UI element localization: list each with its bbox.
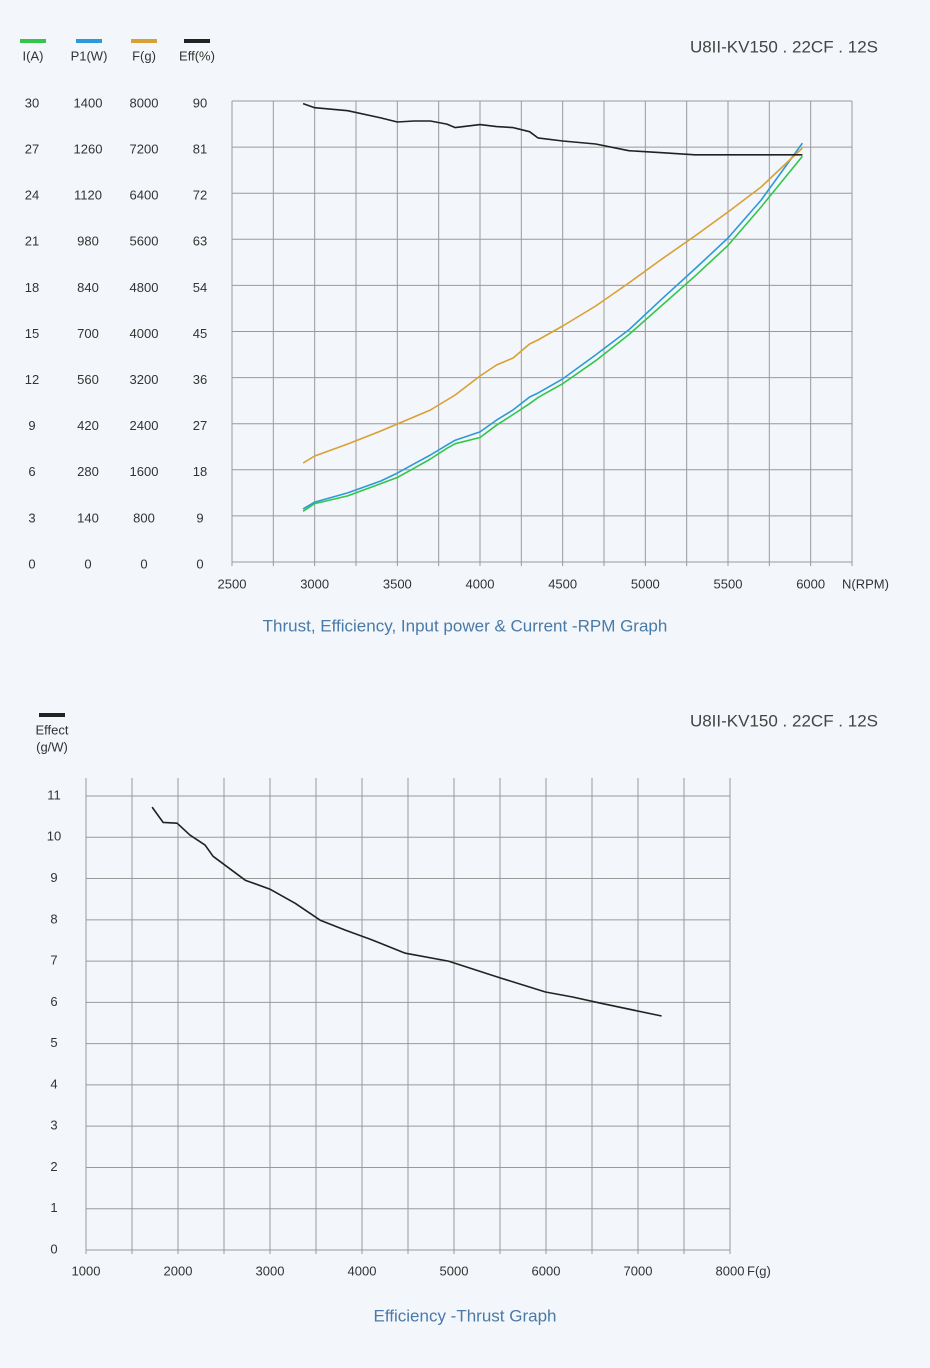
y-tick-label: 21 [25, 234, 39, 249]
y-tick-label: 0 [84, 556, 91, 571]
y-tick-label: 18 [193, 464, 207, 479]
y-tick-label: 560 [77, 372, 99, 387]
y-tick-label: 2 [50, 1159, 57, 1174]
y-tick-label: 840 [77, 280, 99, 295]
legend-label: F(g) [132, 48, 156, 63]
x-tick-label: 5500 [714, 576, 743, 591]
chart-caption: Efficiency -Thrust Graph [374, 1306, 557, 1325]
x-tick-label: 4000 [466, 576, 495, 591]
y-tick-label: 1120 [74, 188, 102, 203]
y-tick-label: 27 [25, 142, 39, 157]
x-tick-label: 3000 [256, 1263, 285, 1278]
y-tick-label: 11 [47, 787, 61, 802]
y-tick-label: 280 [77, 464, 99, 479]
y-tick-label: 9 [196, 510, 203, 525]
series-line [302, 147, 803, 464]
y-tick-label: 7200 [130, 142, 159, 157]
y-tick-label: 12 [25, 372, 39, 387]
y-tick-label: 72 [193, 188, 207, 203]
y-tick-label: 980 [77, 234, 99, 249]
x-axis-label: F(g) [747, 1263, 771, 1278]
y-tick-label: 4000 [130, 326, 159, 341]
y-tick-label: 4 [50, 1076, 57, 1091]
y-tick-label: 4800 [130, 280, 159, 295]
y-tick-label: 140 [77, 510, 99, 525]
x-tick-label: 5000 [440, 1263, 469, 1278]
x-tick-label: 4000 [348, 1263, 377, 1278]
y-axis-label: (g/W) [36, 739, 68, 754]
x-tick-label: 1000 [72, 1263, 101, 1278]
y-tick-label: 10 [47, 829, 61, 844]
legend-swatch [131, 39, 157, 43]
y-tick-label: 1400 [74, 95, 103, 110]
x-axis-label: N(RPM) [842, 576, 889, 591]
x-tick-label: 3500 [383, 576, 412, 591]
legend-swatch [39, 713, 65, 717]
y-tick-label: 9 [28, 418, 35, 433]
y-tick-label: 9 [50, 870, 57, 885]
y-tick-label: 0 [50, 1241, 57, 1256]
y-tick-label: 15 [25, 326, 39, 341]
x-tick-label: 6000 [796, 576, 825, 591]
y-tick-label: 1260 [74, 142, 103, 157]
y-tick-label: 6400 [130, 188, 159, 203]
y-tick-label: 54 [193, 280, 207, 295]
y-tick-label: 420 [77, 418, 99, 433]
chart-title: U8II-KV150 . 22CF . 12S [690, 711, 878, 730]
y-tick-label: 24 [25, 188, 39, 203]
y-tick-label: 63 [193, 234, 207, 249]
legend-swatch [76, 39, 102, 43]
x-tick-label: 2000 [164, 1263, 193, 1278]
y-tick-label: 6 [50, 994, 57, 1009]
y-tick-label: 0 [196, 556, 203, 571]
y-tick-label: 3 [28, 510, 35, 525]
y-tick-label: 1 [50, 1200, 57, 1215]
x-tick-label: 7000 [624, 1263, 653, 1278]
y-tick-label: 700 [77, 326, 99, 341]
y-tick-label: 18 [25, 280, 39, 295]
series-line [302, 155, 804, 512]
legend-label: P1(W) [71, 48, 108, 63]
y-tick-label: 45 [193, 326, 207, 341]
y-tick-label: 1600 [130, 464, 159, 479]
y-tick-label: 3200 [130, 372, 159, 387]
y-tick-label: 8000 [130, 95, 159, 110]
y-tick-label: 0 [140, 556, 147, 571]
y-tick-label: 81 [193, 142, 207, 157]
y-tick-label: 800 [133, 510, 155, 525]
legend-swatch [184, 39, 210, 43]
x-tick-label: 3000 [300, 576, 329, 591]
y-tick-label: 7 [50, 953, 57, 968]
y-tick-label: 90 [193, 95, 207, 110]
y-tick-label: 8 [50, 911, 57, 926]
x-tick-label: 8000 [716, 1263, 745, 1278]
x-tick-label: 5000 [631, 576, 660, 591]
y-tick-label: 30 [25, 95, 39, 110]
series-line [302, 102, 803, 156]
x-tick-label: 4500 [548, 576, 577, 591]
legend-label: Effect [35, 722, 68, 737]
x-tick-label: 6000 [532, 1263, 561, 1278]
y-tick-label: 2400 [130, 418, 159, 433]
y-tick-label: 3 [50, 1118, 57, 1133]
y-tick-label: 6 [28, 464, 35, 479]
chart-title: U8II-KV150 . 22CF . 12S [690, 37, 878, 56]
legend-label: Eff(%) [179, 48, 215, 63]
y-tick-label: 27 [193, 418, 207, 433]
series-line [302, 142, 804, 510]
x-tick-label: 2500 [218, 576, 247, 591]
chart-caption: Thrust, Efficiency, Input power & Curren… [263, 616, 668, 635]
y-tick-label: 5600 [130, 234, 159, 249]
legend-swatch [20, 39, 46, 43]
legend-label: I(A) [23, 48, 44, 63]
series-line [151, 806, 662, 1017]
y-tick-label: 36 [193, 372, 207, 387]
y-tick-label: 0 [28, 556, 35, 571]
y-tick-label: 5 [50, 1035, 57, 1050]
